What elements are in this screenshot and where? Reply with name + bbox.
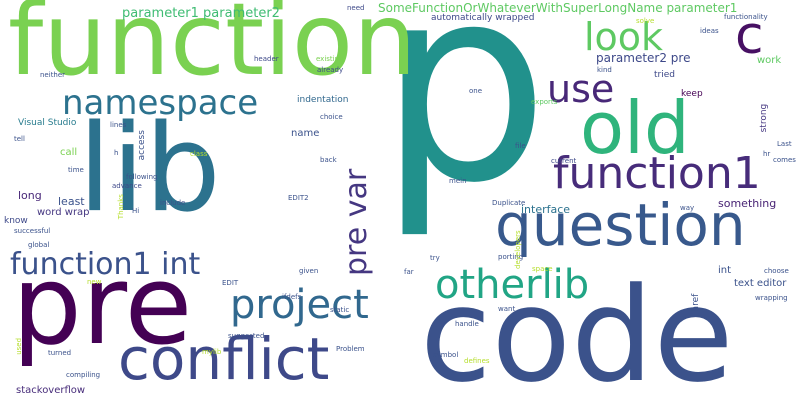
word: Duplicate	[492, 199, 526, 207]
word: porting	[498, 253, 524, 261]
word: current	[551, 157, 577, 165]
word: automatically wrapped	[431, 13, 535, 23]
word: something	[718, 197, 777, 210]
word: time	[68, 166, 84, 174]
word: Hi	[132, 207, 140, 215]
word: work	[757, 55, 782, 66]
word: back	[320, 156, 337, 164]
word: Problem	[336, 345, 365, 353]
word: ideas	[700, 27, 719, 35]
word: SomeFunctionOrWhateverWithSuperLongName …	[378, 1, 738, 15]
word: new	[87, 278, 102, 286]
word: comes	[773, 156, 796, 164]
word: otherlib	[435, 262, 590, 308]
word: function1	[553, 148, 761, 199]
word: Visual Studio	[18, 118, 77, 128]
word: existing	[316, 55, 344, 63]
word: tell	[14, 135, 25, 143]
word: EDIT2	[288, 194, 309, 202]
word: file	[515, 142, 526, 150]
word: least	[58, 195, 85, 208]
word: strong	[759, 103, 769, 133]
word: function1 int	[10, 247, 201, 282]
word: lines	[110, 121, 127, 129]
word: mylib	[202, 348, 222, 356]
word: function	[8, 0, 417, 98]
word: hr	[763, 150, 771, 158]
word: ifdefs	[282, 293, 302, 301]
word: c	[735, 6, 764, 66]
word: turned	[48, 349, 72, 357]
word: parameter2 pre	[596, 51, 691, 65]
word: try	[430, 254, 440, 262]
word: neither	[40, 71, 66, 79]
word: class	[190, 150, 208, 158]
word: symbol	[433, 351, 459, 359]
word: call	[60, 147, 78, 158]
word: compiling	[66, 371, 101, 379]
word: used	[15, 337, 23, 355]
word: one	[469, 87, 483, 95]
word: code	[420, 259, 734, 400]
word: int	[718, 265, 732, 276]
word: lib	[78, 100, 221, 239]
word: use	[547, 67, 615, 111]
word: functionality	[724, 13, 768, 21]
word: EDIT	[222, 279, 239, 287]
word: stackoverflow	[16, 385, 86, 396]
word: namespace	[62, 83, 259, 123]
word: keep	[681, 89, 703, 99]
word: global	[28, 241, 50, 249]
word: name	[291, 128, 320, 139]
word: space	[532, 265, 553, 273]
word: interface	[521, 203, 571, 216]
word: parameter1 parameter2	[122, 6, 280, 21]
word: following	[126, 173, 158, 181]
word: given	[299, 267, 319, 275]
word: conflict	[118, 325, 330, 393]
word: old	[580, 86, 690, 170]
word: know	[4, 216, 28, 226]
word: successful	[14, 227, 51, 235]
word: pre	[12, 241, 193, 369]
word: Last	[777, 140, 792, 148]
word: want	[498, 305, 516, 313]
word: h	[114, 149, 119, 157]
word: developers	[514, 230, 522, 269]
word: exports	[531, 98, 558, 106]
word: href	[691, 293, 701, 312]
word: p	[378, 0, 550, 242]
word: pre var	[339, 168, 374, 276]
word: need	[347, 4, 365, 12]
word: handle	[455, 320, 479, 328]
word: way	[680, 204, 695, 212]
word: choice	[320, 113, 343, 121]
word: indentation	[297, 95, 349, 105]
word: question	[495, 191, 746, 259]
word: long	[18, 189, 42, 202]
word: solve	[636, 17, 655, 25]
word: Thanks	[117, 194, 125, 220]
word: kind	[597, 66, 612, 74]
word: far	[404, 268, 414, 276]
word: advance	[112, 182, 142, 190]
word: wrapping	[755, 294, 788, 302]
word: project	[230, 282, 369, 328]
word: mein	[449, 177, 467, 185]
word: include	[160, 199, 186, 207]
word: word wrap	[37, 207, 90, 218]
word: suggested	[228, 332, 265, 340]
word: tried	[654, 70, 675, 80]
word: access	[137, 130, 147, 161]
word: defines	[464, 357, 490, 365]
word: choose	[764, 267, 789, 275]
word: text editor	[734, 278, 787, 289]
word: look	[584, 15, 664, 59]
word: static	[330, 306, 350, 314]
word: already	[317, 66, 344, 74]
word: header	[254, 55, 279, 63]
